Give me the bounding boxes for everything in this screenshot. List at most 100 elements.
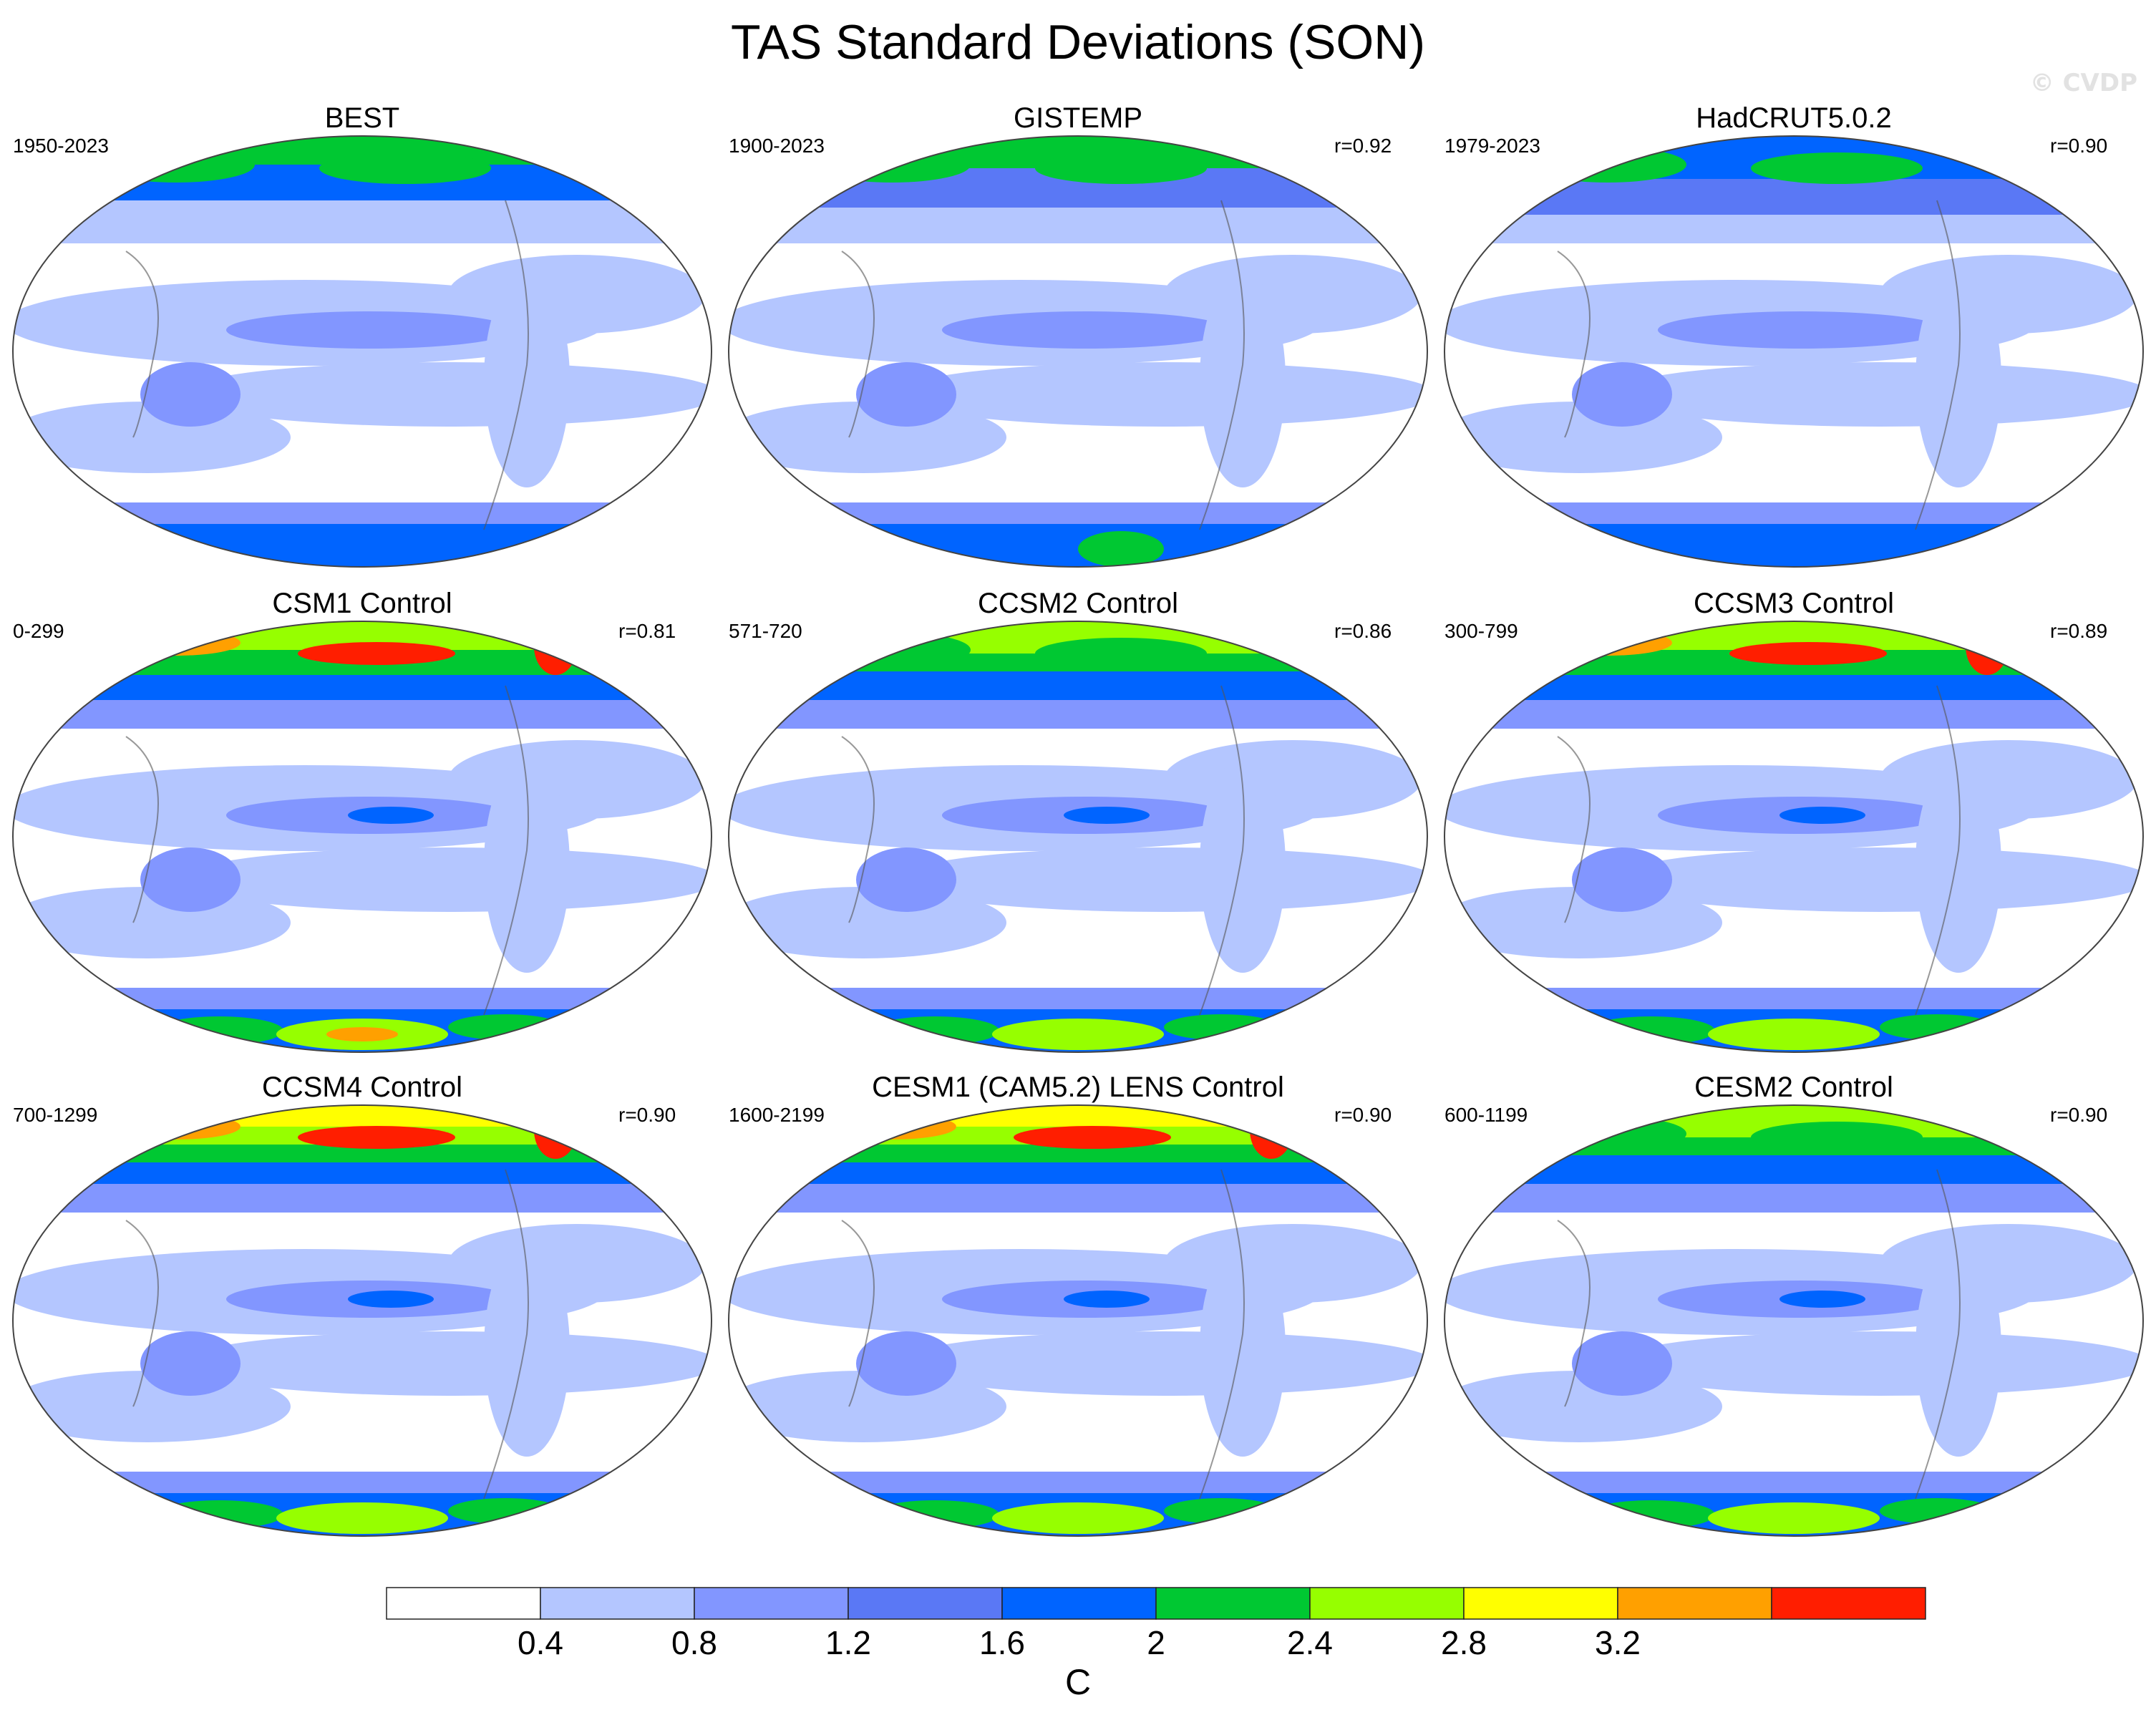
map-outline <box>1444 1104 2144 1537</box>
panel-title: GISTEMP <box>1013 102 1143 134</box>
antarctic-core <box>13 524 712 567</box>
antarctic-green <box>1586 1016 1715 1045</box>
coastline <box>841 1169 1245 1500</box>
south-america-patch <box>1200 1242 1286 1457</box>
panel-years: 1950-2023 <box>13 135 109 157</box>
south-america-patch <box>484 1242 570 1457</box>
south-america-patch <box>1915 273 2001 487</box>
europe-max <box>534 1105 577 1159</box>
panel-correlation: r=0.81 <box>618 620 676 642</box>
indian-ocean-band <box>13 1371 291 1442</box>
antarctic-green <box>992 1019 1164 1050</box>
antarctic-green <box>992 1502 1164 1534</box>
siberia-max <box>1543 630 1672 656</box>
map-outline <box>1444 135 2144 568</box>
antarctic-green <box>155 1016 283 1045</box>
south-america-patch <box>1915 1242 2001 1457</box>
south-america-patch <box>1915 758 2001 973</box>
southern-band <box>1608 362 2143 427</box>
indian-ocean-band <box>1444 887 1722 958</box>
canada-max <box>298 1126 455 1149</box>
antarctic-green <box>1164 1498 1278 1524</box>
coastline <box>841 685 1245 1016</box>
canada-max <box>1751 1122 1923 1153</box>
europe-max <box>1966 621 2009 675</box>
nino-band <box>226 311 513 349</box>
panel-correlation: r=0.90 <box>2050 135 2108 157</box>
panel-title: CESM1 (CAM5.2) LENS Control <box>872 1072 1284 1103</box>
map-outline <box>728 135 1428 568</box>
indian-ocean-band <box>729 887 1006 958</box>
indian-ocean-band <box>13 402 291 473</box>
canada-max <box>1729 642 1887 665</box>
antarctic-green <box>1708 1019 1880 1050</box>
antarctic-green <box>276 1502 448 1534</box>
antarctic-green <box>1078 531 1164 567</box>
panel-correlation: r=0.90 <box>1334 1104 1392 1126</box>
map-outline <box>1444 621 2144 1053</box>
panel-correlation: r=0.92 <box>1334 135 1392 157</box>
map-panels <box>12 135 2144 1537</box>
panel-years: 1900-2023 <box>729 135 825 157</box>
coastline <box>1557 1169 1961 1500</box>
panel-title: CCSM4 Control <box>261 1072 463 1103</box>
south-america-patch <box>484 758 570 973</box>
map-outline <box>728 1104 1428 1537</box>
south-america-patch <box>1200 273 1286 487</box>
south-america-patch <box>484 273 570 487</box>
colorbar-segment <box>1155 1587 1311 1620</box>
map-outline <box>12 1104 712 1537</box>
panel-title: CSM1 Control <box>272 588 452 619</box>
colorbar-segment <box>1771 1587 1926 1620</box>
nino-core <box>348 807 434 824</box>
antarctic-green <box>870 1016 999 1045</box>
panel-years: 571-720 <box>729 620 802 642</box>
siberia-max <box>112 630 241 656</box>
panel-years: 0-299 <box>13 620 64 642</box>
southern-band <box>176 847 712 912</box>
colorbar <box>386 1587 1926 1620</box>
coastline <box>841 200 1245 530</box>
colorbar-tick-label: 2.8 <box>1441 1624 1487 1661</box>
indian-ocean-band <box>729 402 1006 473</box>
panel-correlation: r=0.89 <box>2050 620 2108 642</box>
indian-ocean-band <box>1444 402 1722 473</box>
colorbar-segment <box>386 1587 541 1620</box>
australia-patch <box>856 362 956 427</box>
coastline <box>125 1169 529 1500</box>
nino-band <box>1658 311 1944 349</box>
southern-band <box>892 362 1427 427</box>
antarctic-green <box>448 1014 563 1040</box>
panel-title: CCSM3 Control <box>1693 588 1895 619</box>
panel-years: 700-1299 <box>13 1104 98 1126</box>
panel-correlation: r=0.90 <box>2050 1104 2108 1126</box>
australia-patch <box>1572 847 1672 912</box>
colorbar-tick-label: 0.4 <box>518 1624 563 1661</box>
colorbar-segment <box>540 1587 695 1620</box>
antarctic-core <box>1444 524 2143 567</box>
map-outline <box>728 621 1428 1053</box>
colorbar-segment <box>1001 1587 1157 1620</box>
canada-max <box>1751 152 1923 184</box>
canada-max <box>319 152 491 184</box>
antarctic-green <box>1164 1014 1278 1040</box>
australia-patch <box>856 847 956 912</box>
canada-max <box>1014 1126 1171 1149</box>
nino-core <box>1064 1291 1150 1308</box>
australia-patch <box>140 847 241 912</box>
panel-correlation: r=0.90 <box>618 1104 676 1126</box>
panel-years: 1979-2023 <box>1444 135 1540 157</box>
arctic-band <box>729 1105 1427 1127</box>
antarctic-green <box>155 1500 283 1529</box>
australia-patch <box>856 1331 956 1396</box>
siberia-max <box>112 1114 241 1140</box>
panel-years: 300-799 <box>1444 620 1518 642</box>
nino-core <box>348 1291 434 1308</box>
antarctic-max <box>326 1027 398 1041</box>
southern-band <box>1608 847 2143 912</box>
panel-years: 1600-2199 <box>729 1104 825 1126</box>
southern-band <box>176 1331 712 1396</box>
colorbar-tick-label: 2 <box>1147 1624 1165 1661</box>
canada-max <box>1035 152 1207 184</box>
antarctic-green <box>1586 1500 1715 1529</box>
